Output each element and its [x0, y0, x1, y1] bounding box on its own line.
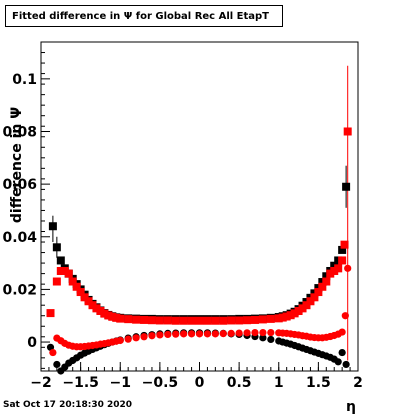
data-point-square — [338, 256, 347, 265]
data-point-square — [235, 316, 244, 325]
data-point-circle — [156, 331, 164, 339]
data-point-square — [76, 288, 85, 297]
y-tick-label: 0.08 — [2, 124, 37, 140]
x-tick-label: −0.5 — [142, 375, 179, 391]
data-point-square — [56, 256, 65, 265]
data-point-square — [266, 314, 275, 323]
x-tick-label: 0.5 — [227, 375, 252, 391]
x-tick-label: −2 — [30, 375, 51, 391]
data-point-circle — [338, 328, 346, 336]
data-point-circle — [334, 358, 342, 366]
y-tick-label: 0.04 — [2, 230, 37, 246]
data-point-square — [211, 316, 220, 325]
data-point-square — [187, 316, 196, 325]
data-point-square — [343, 127, 352, 136]
data-point-square — [250, 315, 259, 324]
x-tick-label: 0 — [195, 375, 205, 391]
data-point-square — [334, 264, 343, 273]
data-point-square — [179, 316, 188, 325]
data-point-circle — [342, 360, 350, 369]
data-point-circle — [227, 329, 235, 337]
data-point-square — [163, 316, 172, 325]
x-tick-label: 1.5 — [306, 375, 331, 391]
data-point-square — [171, 316, 180, 325]
data-marks — [46, 65, 352, 375]
data-point-circle — [124, 335, 132, 343]
data-point-circle — [53, 360, 61, 369]
data-point-circle — [251, 328, 259, 337]
data-point-square — [310, 293, 319, 302]
data-point-circle — [219, 330, 227, 338]
data-point-circle — [338, 348, 346, 357]
y-axis-label: difference in Ψ — [9, 107, 25, 223]
data-point-square — [72, 282, 81, 291]
data-point-square — [48, 222, 57, 231]
data-point-square — [342, 182, 351, 191]
x-tick-label: 1 — [274, 375, 284, 391]
data-point-circle — [132, 334, 140, 342]
data-point-square — [318, 282, 327, 291]
data-point-circle — [180, 330, 188, 338]
data-point-circle — [243, 329, 251, 337]
data-point-square — [258, 315, 267, 324]
x-tick-label: 2 — [353, 375, 363, 391]
data-point-circle — [49, 348, 57, 357]
axes: −2 −1.5 −1 −0.5 0 0.5 1 1.5 2 0 0.02 0.04 0.06 0.08 0.… — [2, 52, 363, 391]
data-point-circle — [203, 330, 212, 338]
data-point-square — [132, 315, 141, 324]
data-point-square — [203, 316, 212, 325]
data-point-circle — [187, 330, 196, 338]
data-point-circle — [267, 328, 275, 337]
data-point-circle — [195, 330, 204, 338]
data-point-circle — [116, 336, 124, 345]
data-point-square — [68, 277, 77, 286]
data-point-square — [52, 243, 61, 252]
data-point-square — [227, 316, 236, 325]
data-point-circle — [140, 333, 148, 341]
data-point-square — [147, 316, 156, 325]
data-point-circle — [172, 330, 180, 338]
y-tick-label: 0 — [27, 335, 37, 351]
y-tick-label: 0.06 — [2, 177, 37, 193]
data-point-square — [243, 316, 252, 325]
y-tick-label: 0.1 — [12, 72, 37, 88]
data-point-circle — [341, 312, 349, 320]
x-tick-label: −1.5 — [62, 375, 99, 391]
data-point-circle — [259, 334, 267, 342]
data-point-circle — [344, 264, 352, 272]
data-point-circle — [259, 328, 267, 337]
data-point-square — [314, 288, 323, 297]
chart-title: Fitted difference in Ψ for Global Rec Al… — [5, 5, 283, 27]
data-point-square — [46, 309, 55, 318]
data-point-square — [219, 316, 228, 325]
data-point-square — [340, 240, 349, 249]
data-point-circle — [148, 332, 156, 340]
data-point-circle — [235, 329, 243, 337]
y-tick-label: 0.02 — [2, 282, 37, 298]
data-point-square — [322, 277, 331, 286]
data-point-square — [64, 269, 73, 278]
data-point-circle — [164, 330, 172, 339]
data-point-circle — [267, 335, 275, 344]
data-point-square — [116, 314, 125, 323]
x-tick-label: −1 — [110, 375, 131, 391]
data-point-square — [140, 315, 149, 324]
data-point-square — [195, 316, 204, 325]
data-point-square — [338, 245, 347, 254]
data-point-square — [52, 277, 61, 286]
data-point-circle — [211, 330, 219, 338]
x-axis-label: η — [346, 399, 356, 414]
footer-timestamp: Sat Oct 17 20:18:30 2020 — [3, 400, 133, 410]
data-point-square — [124, 315, 133, 324]
data-point-square — [155, 316, 164, 325]
